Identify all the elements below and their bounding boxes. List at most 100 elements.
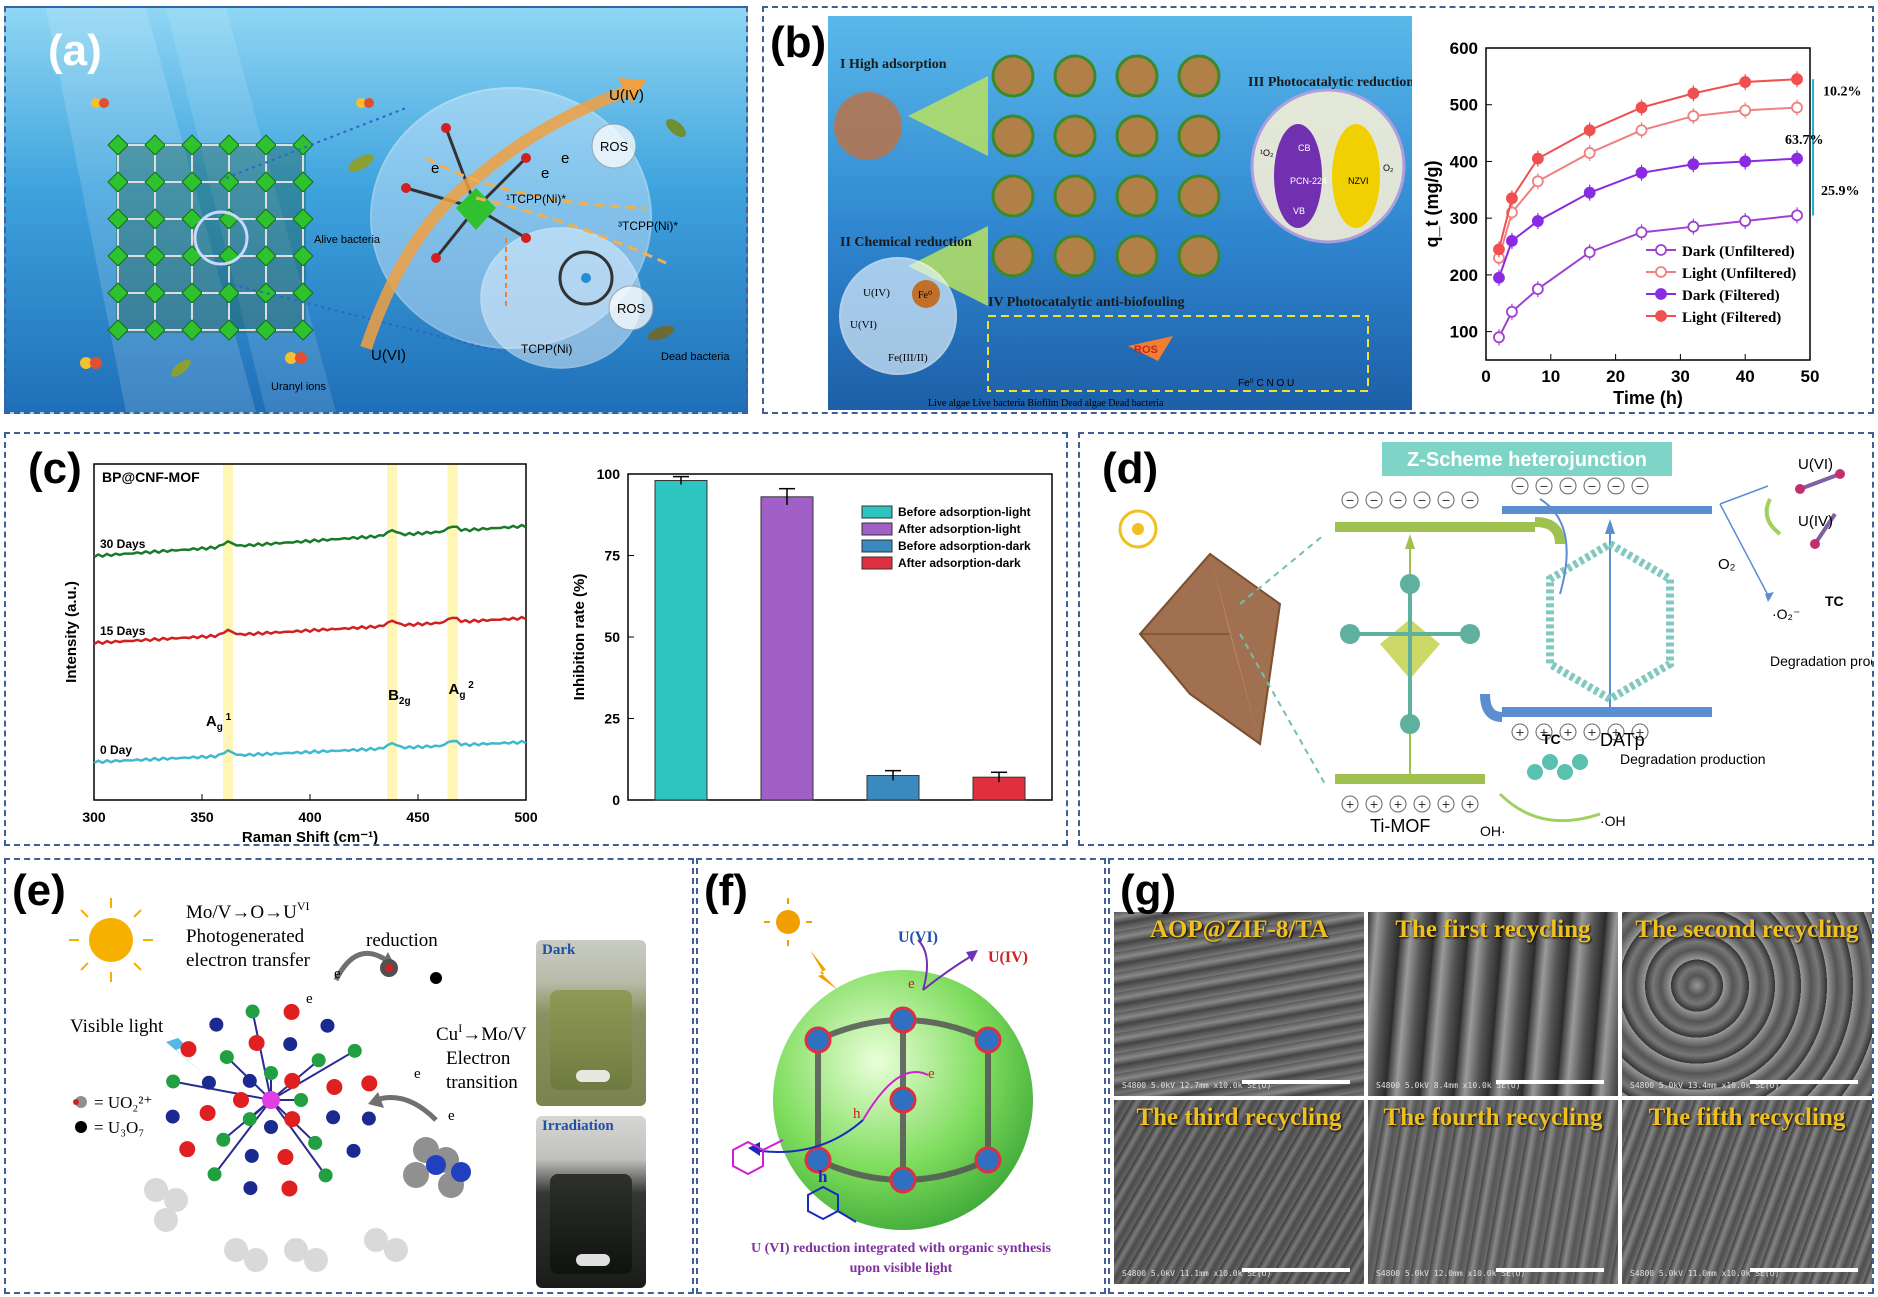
tcpp-triplet-label: ³TCPP(Ni)* (618, 219, 678, 233)
chart-b-point (1635, 124, 1648, 137)
charge-sign: − (1466, 492, 1474, 508)
lattice-node (292, 319, 314, 341)
cluster-atom (283, 1037, 298, 1052)
chart-b-point (1506, 305, 1518, 318)
sem-image-cell: The second recycling S4800 5.0kV 13.4mm x… (1622, 912, 1872, 1096)
chart-b-frame (1485, 47, 1811, 361)
cluster-atom (216, 1132, 231, 1147)
sem-scale-bar (1750, 1080, 1858, 1084)
b-mof-particle (1177, 174, 1221, 218)
cluster-atom (311, 1053, 326, 1068)
e-text-2: Photogenerated (186, 926, 305, 947)
chart-b-point (1739, 76, 1752, 88)
chart-b-point (1687, 220, 1700, 233)
raman-xtick-label: 350 (190, 809, 214, 825)
chart-b-series-line (1497, 106, 1798, 259)
chart-b-point (1635, 226, 1648, 239)
charge-circle (1631, 477, 1649, 495)
chart-b-legend-label: Dark (Filtered) (1682, 288, 1780, 304)
chart-b-xtick-label: 10 (1541, 367, 1560, 386)
chart-b-point (1493, 331, 1505, 344)
charge-circle (1365, 795, 1383, 813)
charge-sign: + (1466, 796, 1474, 812)
cluster-atom (284, 1111, 301, 1128)
sem-image-info: S4800 5.0kV 11.1mm x10.0k SE(U) (1122, 1269, 1272, 1278)
panel-c: (c) 300 350 400 450 500 Raman Shift (cm⁻¹) Int… (4, 432, 1068, 846)
charge-sign: − (1588, 478, 1596, 494)
dead-bacteria-label: Dead bacteria (661, 351, 730, 363)
cluster-atom (326, 1110, 341, 1125)
d-tc1: TC (1825, 593, 1844, 609)
chart-b-point (1791, 101, 1803, 114)
chart-b-point (1739, 104, 1752, 117)
b-step3: III Photocatalytic reduction (1248, 75, 1412, 90)
chart-b-legend-marker (1655, 310, 1667, 322)
lattice-node (255, 319, 277, 341)
cage-node (889, 1166, 917, 1194)
e-electron-1: e (334, 966, 341, 982)
inhib-legend-swatch (861, 556, 893, 570)
b-mof-particle (1177, 54, 1221, 98)
sem-image-title: The third recycling (1136, 1104, 1342, 1131)
chart-b-legend-marker (1655, 266, 1667, 278)
b-mof-particle (1177, 114, 1221, 158)
charge-sign: − (1540, 478, 1548, 494)
cu-complex (403, 1137, 471, 1198)
f-h1: h (853, 1106, 861, 1122)
chart-b-annotation: 25.9% (1821, 184, 1860, 199)
panel-e-label: (e) (12, 866, 66, 915)
panel-g: (g) AOP@ZIF-8/TA S4800 5.0kV 12.7mm x10.0… (1108, 858, 1874, 1294)
charge-sign: − (1636, 478, 1644, 494)
d-tc2: TC (1542, 731, 1561, 747)
charge-circle (1413, 491, 1431, 509)
sem-image-info: S4800 5.0kV 13.4mm x10.0k SE(U) (1630, 1081, 1780, 1090)
cage-node (804, 1146, 832, 1174)
charge-sign: − (1612, 478, 1620, 494)
chart-b-point (1687, 158, 1700, 171)
electron-label-3: e (541, 165, 549, 182)
charge-sign: + (1564, 724, 1572, 740)
e-text-1: Mo/V→O→UVI (186, 899, 310, 923)
inhib-legend-label: Before adsorption-light (898, 505, 1031, 519)
charge-sign: − (1564, 478, 1572, 494)
cluster-atom (245, 1004, 260, 1019)
f-e1: e (908, 976, 915, 992)
chart-b-xlabel: Time (h) (1613, 388, 1683, 408)
e-text-7: Electron (446, 1048, 511, 1069)
b-mof-particle (991, 234, 1035, 278)
sem-image-title: The first recycling (1395, 916, 1591, 943)
charge-sign: + (1442, 796, 1450, 812)
e-text-6: CuI→Mo/V (436, 1021, 527, 1045)
panel-a-illustration: U(IV) U(VI) ROS ROS e e e ¹TCPP(Ni)* ³TC… (46, 8, 730, 412)
cluster-atom (346, 1143, 361, 1158)
d-o2: O₂ (1718, 556, 1736, 573)
chart-b-xtick-label: 20 (1606, 367, 1625, 386)
e-legend-u3o7: = U₃O₇ (94, 1118, 144, 1137)
raman-series-label: 0 Day (100, 743, 132, 757)
e-electron-4: e (448, 1108, 455, 1124)
raman-xtick-label: 450 (406, 809, 430, 825)
b-mof-particle (1177, 234, 1221, 278)
inhib-bar (760, 496, 814, 801)
ros-label-2: ROS (617, 301, 646, 316)
chart-b-ytick-label: 400 (1450, 152, 1478, 171)
sem-image-title: The fifth recycling (1648, 1104, 1846, 1131)
chart-b-legend-label: Light (Filtered) (1682, 310, 1781, 326)
d-deg1: Degradation production (1770, 653, 1872, 669)
chart-b-annotation: 63.7% (1785, 133, 1824, 148)
e-text-4: reduction (366, 930, 438, 951)
sem-image-title: The second recycling (1635, 916, 1859, 943)
b-u6: U(VI) (850, 319, 877, 331)
inhib-ytick-label: 25 (604, 711, 620, 727)
raman-ylabel: Intensity (a.u.) (63, 581, 80, 683)
mof-lattice (107, 134, 314, 341)
d-o2-radical: ·O₂⁻ (1772, 606, 1800, 622)
raman-xtick-label: 300 (82, 809, 106, 825)
cluster-atom (165, 1109, 180, 1124)
chart-b-point (1583, 147, 1596, 159)
chart-b-point (1791, 152, 1803, 165)
cluster-atom (180, 1041, 197, 1058)
chart-b-legend-label: Dark (Unfiltered) (1682, 244, 1795, 260)
e-text-5: Visible light (70, 1016, 164, 1037)
ti-mof-structure (1340, 574, 1480, 734)
